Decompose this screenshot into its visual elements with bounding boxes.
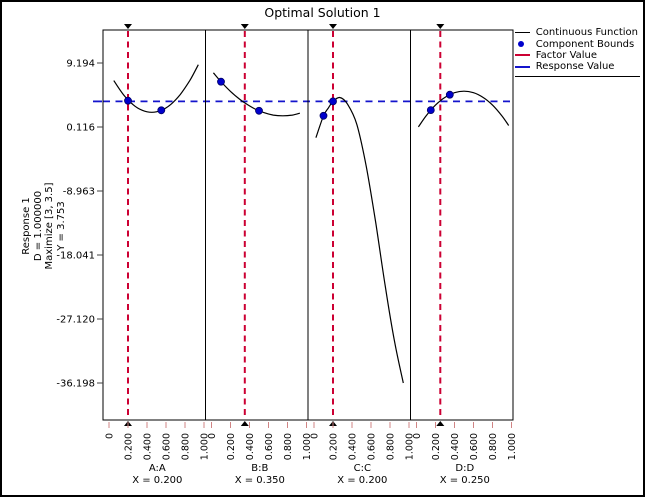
x-tick-label: 0.400 [450, 433, 461, 460]
component-bound-dot [319, 111, 328, 120]
panel-name-label: D:D [455, 463, 474, 474]
x-tick-label: 0.600 [367, 433, 378, 460]
x-tick-label: 0.600 [469, 433, 480, 460]
x-tick-label: 0.800 [283, 433, 294, 460]
x-tick-label: 0.600 [264, 433, 275, 460]
component-bound-dot [445, 90, 454, 99]
legend-item-continuous-function: Continuous Function [514, 27, 638, 39]
x-tick-label: 1.000 [507, 433, 518, 460]
legend-item-component-bounds: Component Bounds [515, 38, 638, 50]
x-tick-label: 0.200 [329, 433, 340, 460]
x-tick-label: 0.600 [162, 433, 173, 460]
legend-item-label: Continuous Function [535, 27, 638, 39]
x-tick-label: 0.800 [181, 433, 192, 460]
y-tick-label: 0.116 [66, 123, 95, 134]
panel-name-label: B:B [251, 463, 268, 474]
x-tick-label: 1.000 [200, 433, 211, 460]
panel-border [307, 29, 411, 421]
legend: Continuous Function Component Bounds Fac… [514, 27, 640, 77]
x-tick-label: 0.800 [386, 433, 397, 460]
factor-marker-bottom-icon [436, 421, 445, 426]
panel-border [410, 29, 514, 421]
x-tick-label: 0.800 [488, 433, 499, 460]
x-tick-label: 0 [310, 433, 321, 439]
panel-name-label: A:A [149, 463, 166, 474]
legend-item-factor-value: Factor Value [514, 49, 638, 61]
panel-factor-label: X = 0.350 [235, 475, 285, 486]
component-bound-dot [217, 77, 225, 86]
chart-title: Optimal Solution 1 [264, 5, 381, 20]
x-tick-label: 0.400 [245, 433, 256, 460]
x-tick-label: 0.400 [348, 433, 359, 460]
x-tick-label: 0.200 [431, 433, 442, 460]
continuous-function-curve [113, 64, 199, 113]
panel-factor-label: X = 0.250 [440, 475, 490, 486]
component-bound-dot [426, 106, 435, 114]
factor-marker-bottom-icon [240, 421, 249, 426]
x-tick-label: 0.400 [143, 433, 154, 460]
panel-factor-label: X = 0.200 [132, 475, 182, 486]
factor-marker-top-icon [329, 24, 337, 29]
continuous-function-curve [212, 72, 301, 117]
continuous-function-curve [315, 96, 404, 384]
x-tick-label: 1.000 [405, 433, 416, 460]
x-tick-label: 0 [412, 433, 423, 439]
line-marker-icon [514, 32, 532, 34]
panel-name-label: C:C [354, 463, 371, 474]
x-tick-label: 1.000 [302, 433, 313, 460]
y-tick-label: -27.120 [56, 315, 95, 326]
line-marker-icon [514, 65, 532, 68]
component-bound-dot [329, 97, 337, 106]
component-bound-dot [157, 106, 166, 115]
x-tick-label: 0 [207, 433, 218, 439]
component-bound-dot [124, 96, 132, 105]
legend-item-label: Response Value [535, 61, 615, 73]
x-tick-label: 0.200 [124, 433, 135, 460]
y-tick-label: -8.963 [63, 187, 95, 198]
factor-marker-top-icon [240, 24, 249, 29]
legend-item-response-value: Response Value [514, 61, 638, 73]
y-tick-label: -36.198 [56, 379, 95, 390]
y-tick-label: -18.041 [56, 251, 95, 262]
x-tick-label: 0.200 [226, 433, 237, 460]
line-marker-icon [514, 54, 532, 57]
x-tick-label: 0 [105, 433, 116, 439]
panel-border [205, 29, 309, 421]
legend-item-label: Factor Value [535, 49, 598, 61]
factor-marker-top-icon [436, 24, 445, 29]
y-tick-label: 9.194 [66, 59, 95, 70]
dot-marker-icon [515, 41, 532, 48]
legend-item-label: Component Bounds [535, 38, 635, 50]
panel-factor-label: X = 0.200 [337, 475, 387, 486]
factor-marker-top-icon [124, 24, 132, 29]
component-bound-dot [255, 106, 263, 115]
